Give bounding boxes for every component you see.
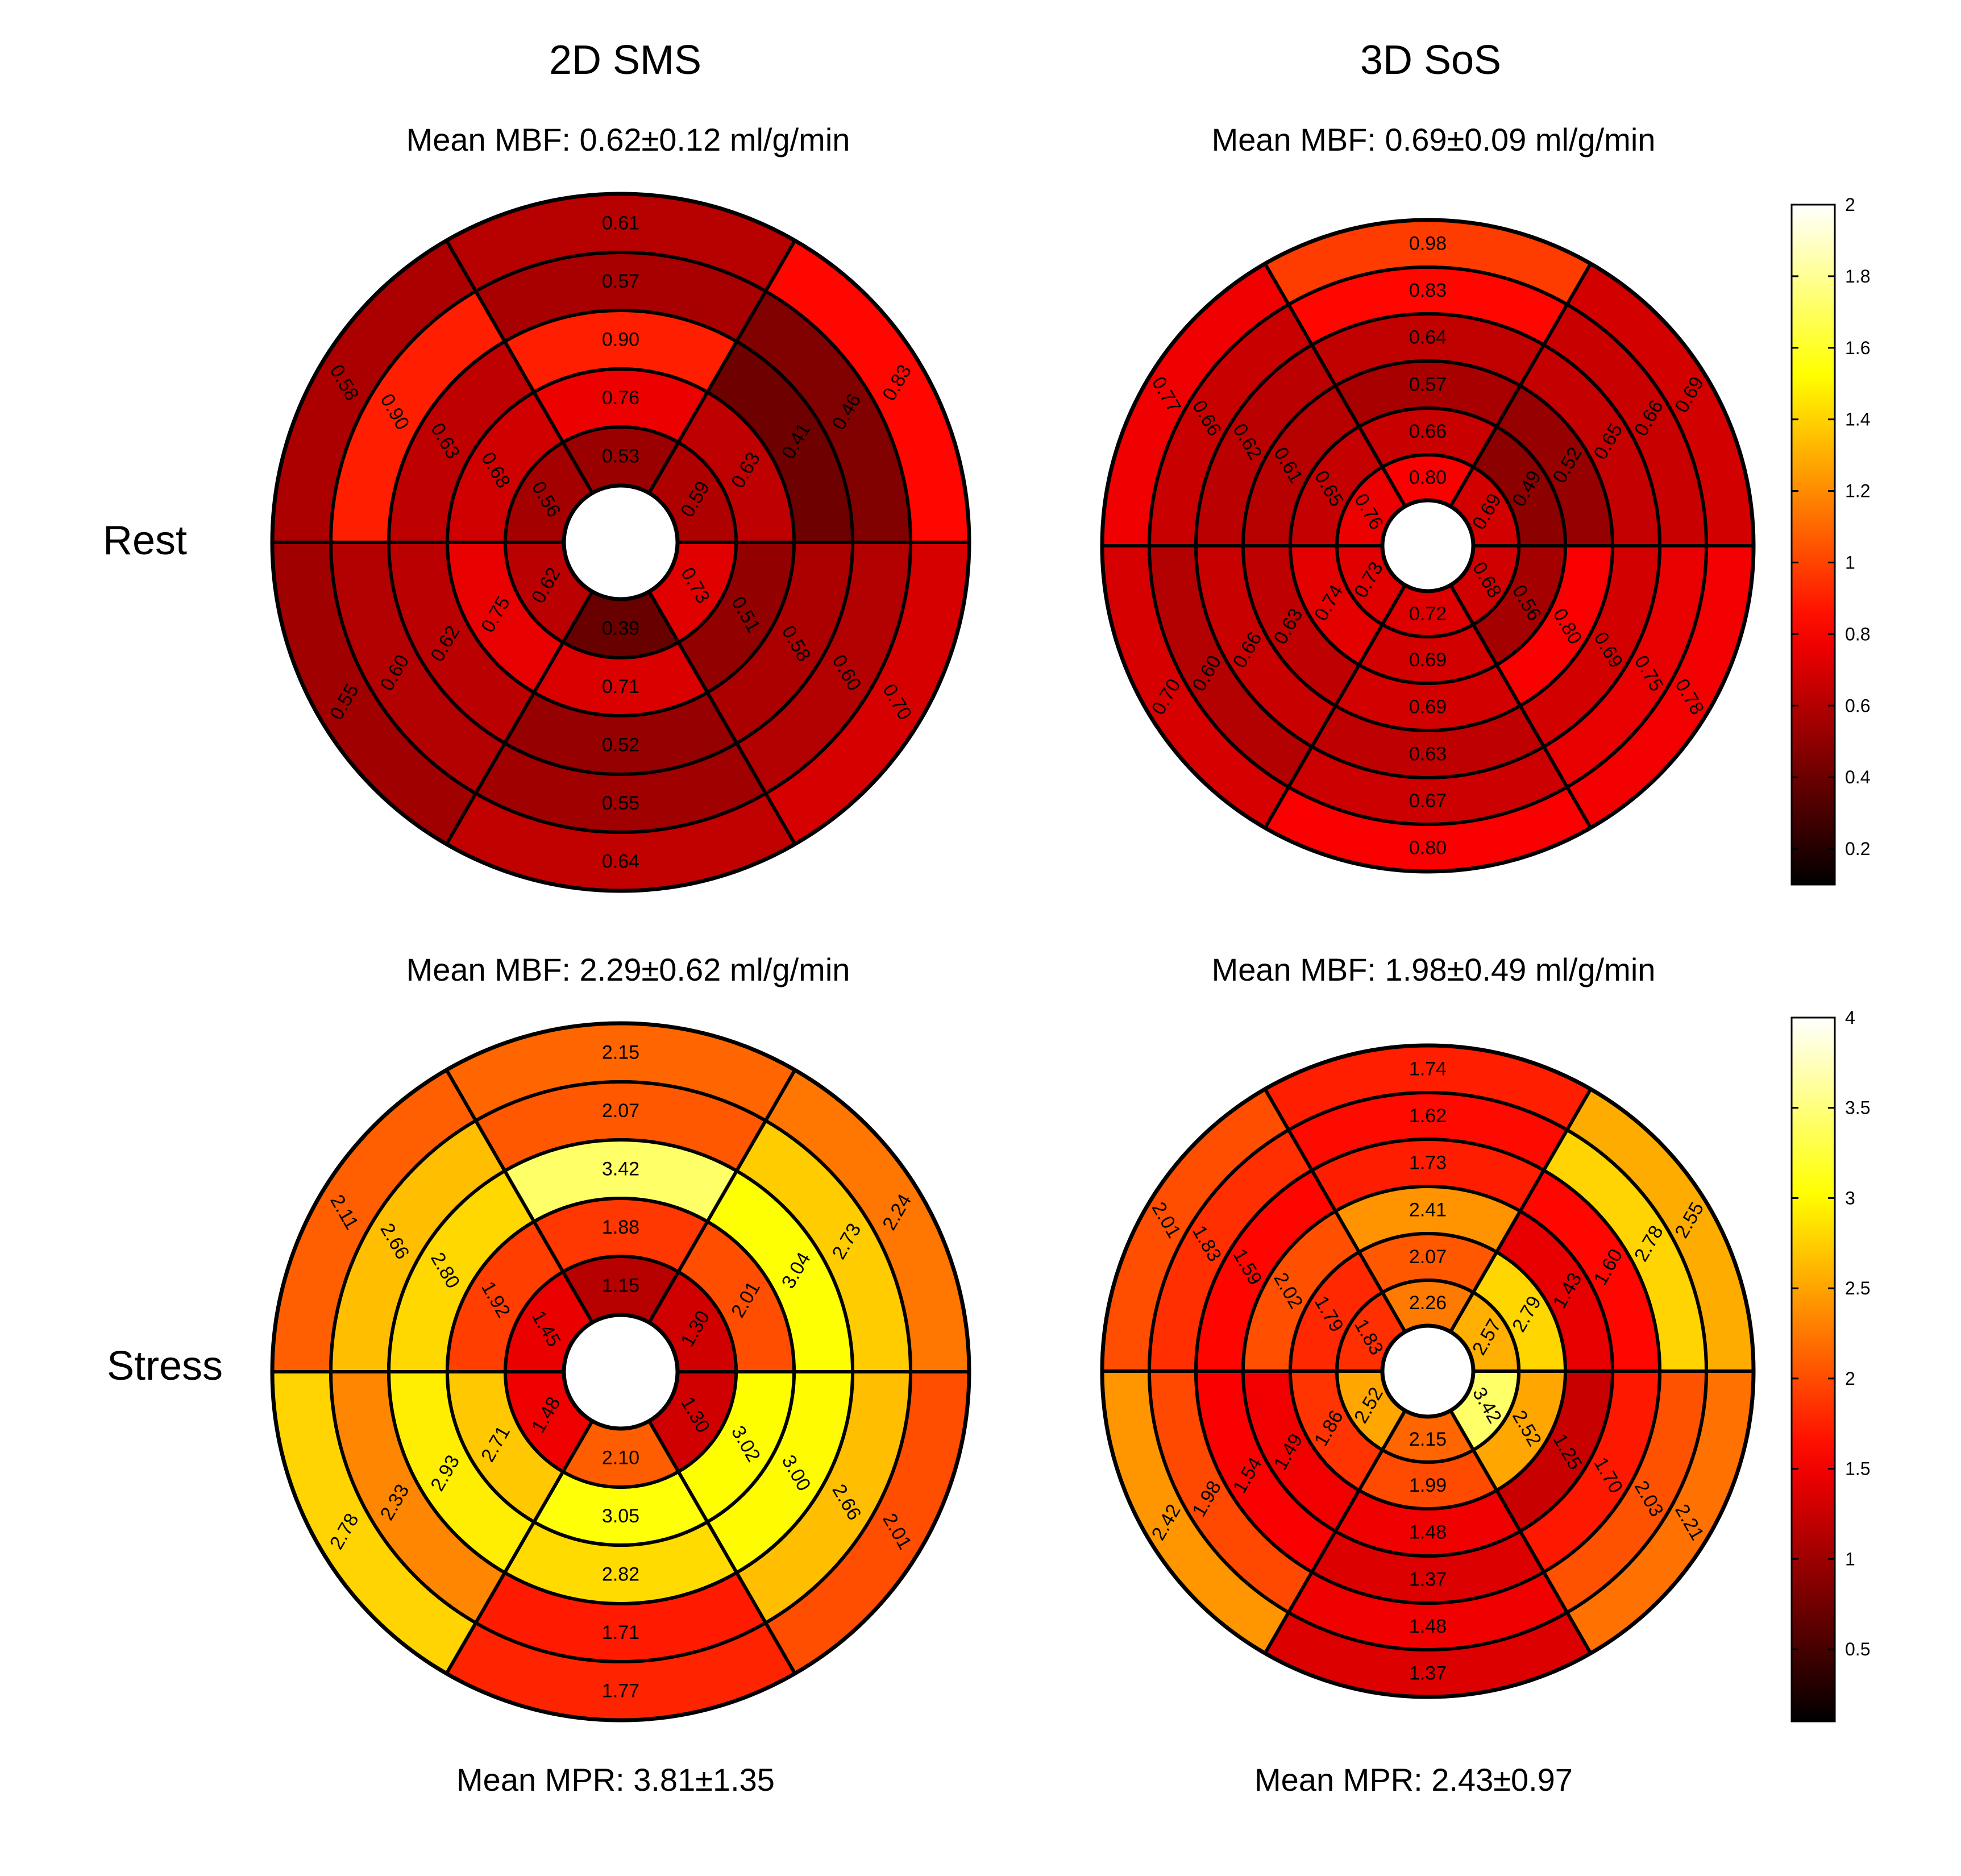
row-label-stress: Stress [107,1343,223,1389]
segment-label: 0.72 [1409,603,1447,625]
segment-label: 0.90 [602,329,639,351]
segment-label: 0.53 [602,446,639,467]
segment-label: 0.67 [1409,790,1447,812]
colorbar-tick-label: 2 [1845,1368,1855,1389]
segment-label: 0.64 [602,851,639,873]
mean-mbf-rest-3d-sos: Mean MBF: 0.69±0.09 ml/g/min [1212,122,1656,157]
segment-label: 1.37 [1409,1663,1447,1684]
colorbar-tick-label: 2 [1845,194,1855,215]
segment-label: 2.10 [602,1447,639,1469]
colorbar-tick-label: 0.8 [1845,624,1870,644]
colorbar-tick-label: 1 [1845,552,1855,572]
colorbar-gradient [1790,204,1836,886]
colorbar-tick-label: 1.2 [1845,481,1870,501]
segment-label: 0.69 [1409,649,1447,671]
segment-label: 2.07 [602,1100,639,1122]
segment-label: 2.15 [602,1042,639,1064]
colorbar-tick-label: 0.2 [1845,839,1870,859]
center-hole [1380,1323,1476,1419]
colorbar-tick-label: 1.5 [1845,1459,1870,1479]
segment-label: 0.80 [1409,467,1447,488]
outer-border [270,192,971,893]
polar-map-rest-2d-sms: 0.610.830.700.640.550.580.570.460.600.55… [270,192,971,893]
segment-label: 1.88 [602,1217,639,1238]
segment-label: 1.74 [1409,1059,1447,1080]
center-hole [1380,498,1476,593]
segment-label: 0.57 [602,271,639,292]
segment-label: 3.05 [602,1505,639,1527]
colorbar-tick-label: 1.4 [1845,409,1870,430]
outer-border [1100,1043,1756,1699]
column-header-2d-sms: 2D SMS [549,38,701,83]
center-hole [562,483,680,601]
mean-mpr-3d-sos: Mean MPR: 2.43±0.97 [1254,1762,1573,1798]
colorbar-tick-label: 0.5 [1845,1639,1870,1659]
mean-mbf-rest-2d-sms: Mean MBF: 0.62±0.12 ml/g/min [406,122,850,157]
segment-label: 0.57 [1409,374,1447,396]
column-header-3d-sos: 3D SoS [1360,38,1501,83]
segment-label: 0.69 [1409,696,1447,718]
segment-label: 2.82 [602,1564,639,1586]
segment-label: 1.48 [1409,1616,1447,1637]
colorbar-rest: 0.2 0.4 0.6 0.8 1 1.2 1.4 1.6 1.8 2 [1790,194,1870,886]
segment-label: 0.52 [602,734,639,756]
polar-map-rest-3d-sos: 0.980.690.780.800.700.770.830.660.750.67… [1100,218,1756,874]
center-hole [562,1313,680,1431]
polar-map-stress-2d-sms: 2.152.242.011.772.782.112.072.732.661.71… [270,1021,971,1723]
segment-label: 0.61 [602,213,639,234]
segment-label: 2.41 [1409,1200,1447,1221]
segment-label: 0.71 [602,676,639,698]
colorbar-tick-label: 1.6 [1845,338,1870,358]
mean-mbf-stress-2d-sms: Mean MBF: 2.29±0.62 ml/g/min [406,952,850,987]
segment-label: 0.39 [602,618,639,640]
segment-label: 1.15 [602,1275,639,1297]
segment-label: 3.42 [602,1159,639,1180]
colorbar-tick-label: 0.6 [1845,695,1870,716]
colorbar-gradient [1790,1016,1836,1723]
segment-label: 1.48 [1409,1522,1447,1543]
segment-label: 0.98 [1409,233,1447,255]
segment-label: 2.26 [1409,1292,1447,1314]
outer-border [270,1021,971,1723]
colorbar-stress: 0.5 1 1.5 2 2.5 3 3.5 4 [1790,1007,1870,1723]
colorbar-tick-label: 1.8 [1845,266,1870,287]
segment-label: 0.66 [1409,421,1447,442]
polar-map-stress-3d-sos: 1.742.552.211.372.422.011.622.782.031.48… [1100,1043,1756,1699]
segment-label: 0.83 [1409,280,1447,301]
segment-label: 2.07 [1409,1246,1447,1268]
segment-label: 1.62 [1409,1105,1447,1127]
mean-mpr-2d-sms: Mean MPR: 3.81±1.35 [456,1762,775,1798]
segment-label: 1.73 [1409,1152,1447,1174]
segment-label: 0.55 [602,792,639,814]
segment-label: 0.76 [602,387,639,409]
segment-label: 1.99 [1409,1475,1447,1496]
outer-border [1100,218,1756,874]
segment-label: 0.64 [1409,327,1447,348]
colorbar-tick-label: 2.5 [1845,1278,1870,1298]
segment-label: 1.71 [602,1622,639,1643]
segment-label: 0.80 [1409,837,1447,859]
colorbar-tick-label: 0.4 [1845,767,1870,787]
segment-label: 2.15 [1409,1429,1447,1450]
colorbar-tick-label: 3 [1845,1188,1855,1208]
mean-mbf-stress-3d-sos: Mean MBF: 1.98±0.49 ml/g/min [1212,952,1656,987]
segment-label: 1.37 [1409,1569,1447,1591]
row-label-rest: Rest [103,518,187,563]
segment-label: 0.63 [1409,744,1447,765]
colorbar-tick-label: 3.5 [1845,1098,1870,1118]
colorbar-tick-label: 1 [1845,1549,1855,1569]
segment-label: 1.77 [602,1680,639,1702]
colorbar-tick-label: 4 [1845,1007,1855,1028]
